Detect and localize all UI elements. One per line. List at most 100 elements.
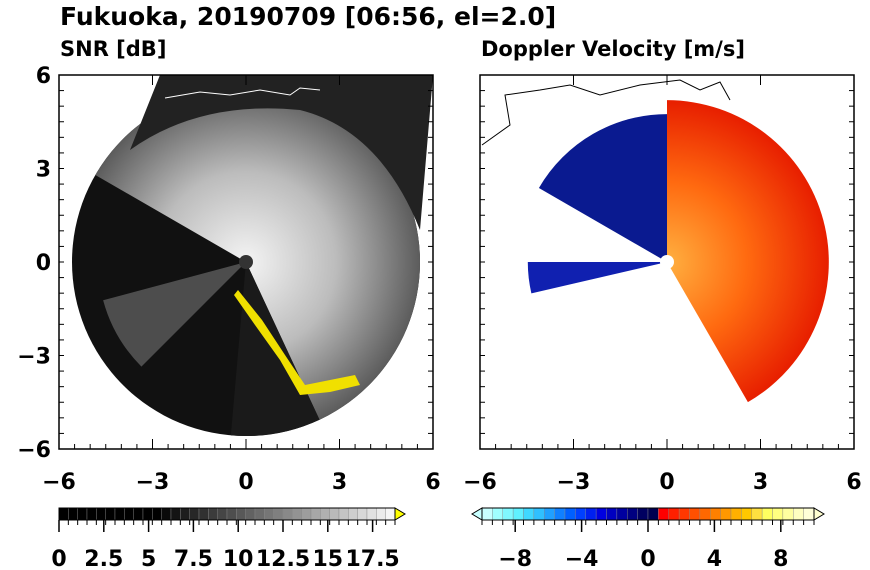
velocity-swatch (481, 507, 493, 521)
x-tick-label: 6 (846, 470, 861, 495)
velocity-swatch (730, 507, 742, 521)
snr-extend-max (394, 507, 406, 521)
y-tick-label: −3 (17, 345, 51, 370)
snr-swatch (245, 507, 256, 521)
snr-swatch (282, 507, 293, 521)
radar-site-marker (239, 255, 253, 269)
velocity-swatch (720, 507, 732, 521)
snr-swatch (264, 507, 274, 521)
velocity-swatch (710, 507, 721, 521)
snr-swatch (189, 507, 200, 521)
x-tick-label: 6 (425, 470, 440, 495)
velocity-swatch (761, 507, 773, 521)
velocity-swatch (606, 507, 618, 521)
snr-swatch (357, 507, 368, 521)
snr-swatch (329, 507, 340, 521)
snr-swatch (208, 507, 218, 521)
velocity-swatch (741, 507, 752, 521)
velocity-swatch (751, 507, 763, 521)
snr-echo-sector (95, 87, 421, 420)
snr-swatch (77, 507, 88, 521)
velocity-negative-region (538, 114, 667, 262)
velocity-swatch (544, 507, 555, 521)
velocity-swatch (637, 507, 649, 521)
velocity-swatch (699, 507, 711, 521)
snr-swatch (170, 507, 181, 521)
velocity-swatch (678, 507, 690, 521)
figure-title: Fukuoka, 20190709 [06:56, el=2.0] (60, 2, 556, 31)
snr-plot-area (72, 75, 433, 437)
velocity-tick-label: 8 (773, 547, 788, 570)
velocity-swatch (492, 507, 503, 521)
y-tick-label: 3 (36, 158, 51, 183)
snr-swatch (114, 507, 125, 521)
velocity-swatch (627, 507, 638, 521)
snr-tick-label: 15 (312, 547, 343, 570)
snr-swatch (96, 507, 106, 521)
velocity-swatch (803, 507, 815, 521)
velocity-plot-area (481, 79, 829, 403)
velocity-swatch (647, 507, 659, 521)
coastline (481, 79, 731, 146)
x-tick-label: 0 (659, 470, 674, 495)
velocity-swatch (616, 507, 628, 521)
snr-swatch (348, 507, 358, 521)
snr-swatch (58, 507, 69, 521)
velocity-tick-label: −4 (565, 547, 599, 570)
y-tick-label: 0 (36, 251, 51, 276)
velocity-swatch (564, 507, 576, 521)
x-tick-label: 3 (753, 470, 768, 495)
velocity-swatch (554, 507, 566, 521)
snr-swatch (161, 507, 172, 521)
snr-tick-label: 5 (141, 547, 156, 570)
velocity-positive-region (667, 100, 829, 403)
snr-tick-label: 12.5 (256, 547, 310, 570)
snr-swatch (366, 507, 377, 521)
snr-swatch (86, 507, 97, 521)
snr-swatch (152, 507, 162, 521)
snr-tick-label: 2.5 (84, 547, 123, 570)
snr-swatch (236, 507, 246, 521)
snr-tick-label: 10 (223, 547, 254, 570)
snr-swatch (301, 507, 312, 521)
velocity-swatch (533, 507, 545, 521)
snr-swatch (273, 507, 284, 521)
snr-tick-label: 17.5 (345, 547, 399, 570)
x-tick-label: −3 (136, 470, 170, 495)
velocity-swatch (668, 507, 680, 521)
snr-panel-title: SNR [dB] (60, 37, 166, 61)
velocity-negative-west (527, 262, 667, 294)
snr-swatch (292, 507, 302, 521)
x-tick-label: 3 (332, 470, 347, 495)
snr-swatch (217, 507, 228, 521)
snr-swatch (142, 507, 153, 521)
snr-swatch (124, 507, 134, 521)
velocity-swatch (575, 507, 586, 521)
snr-saturation-band (234, 290, 360, 395)
velocity-extend-min (471, 507, 483, 521)
snr-swatch (254, 507, 265, 521)
snr-swatch (68, 507, 78, 521)
x-tick-label: −3 (557, 470, 591, 495)
snr-echo-sw (103, 262, 246, 367)
velocity-panel-title: Doppler Velocity [m/s] (481, 37, 745, 61)
velocity-swatch (502, 507, 514, 521)
radar-site-marker (660, 255, 674, 269)
y-tick-label: 6 (36, 64, 51, 89)
snr-swatch (133, 507, 144, 521)
velocity-swatch (782, 507, 794, 521)
velocity-swatch (523, 507, 535, 521)
velocity-swatch (689, 507, 701, 521)
snr-swatch (226, 507, 237, 521)
velocity-tick-label: 0 (640, 547, 655, 570)
snr-tick-label: 0 (51, 547, 66, 570)
x-tick-label: 0 (238, 470, 253, 495)
snr-swatch (376, 507, 386, 521)
velocity-swatch (772, 507, 784, 521)
velocity-extend-max (813, 507, 825, 521)
snr-tick-label: 7.5 (174, 547, 213, 570)
x-tick-label: −6 (42, 470, 76, 495)
snr-swatch (310, 507, 321, 521)
x-tick-label: −6 (463, 470, 497, 495)
